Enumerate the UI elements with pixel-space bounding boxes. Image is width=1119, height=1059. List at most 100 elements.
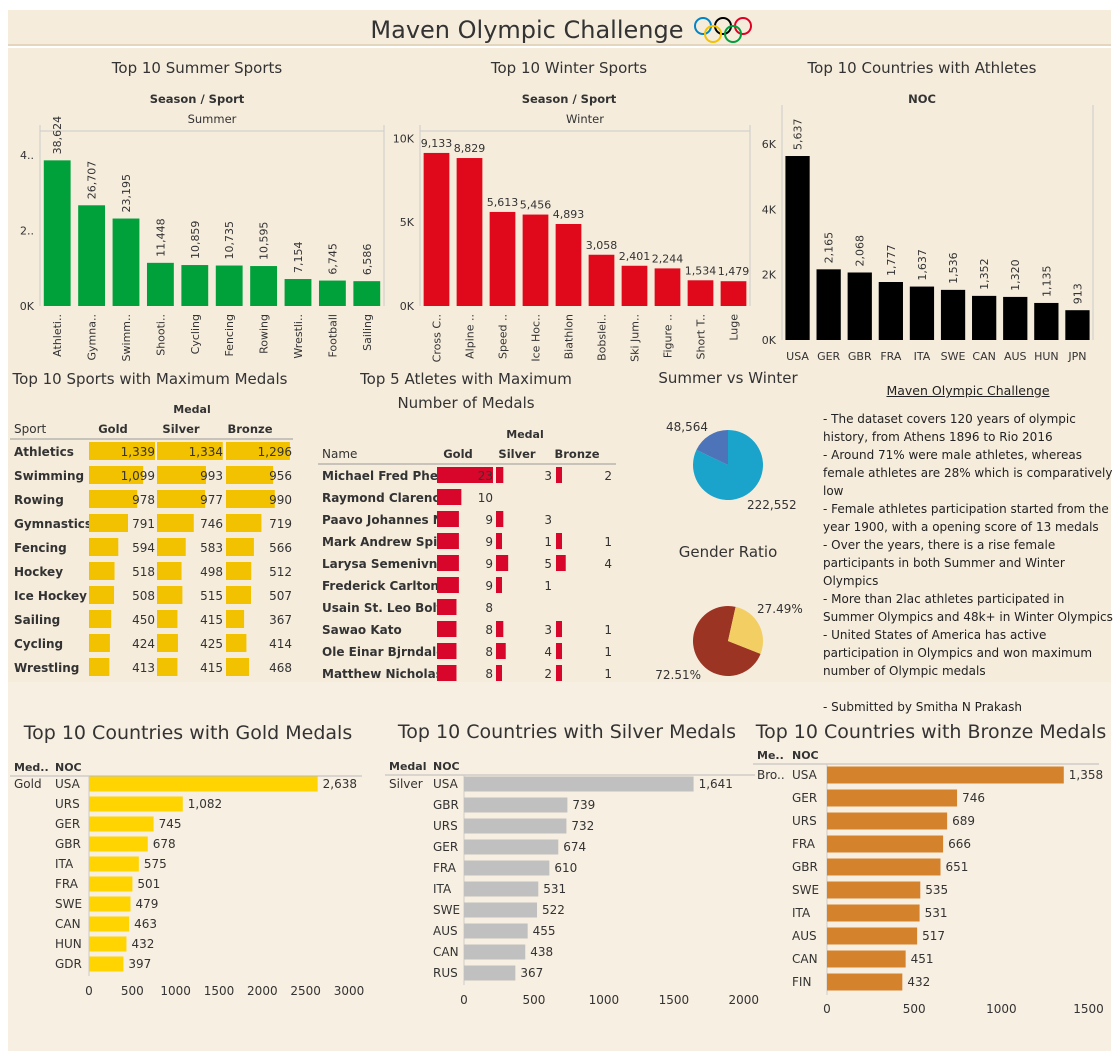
pie-slice [696,430,728,465]
column-header: Gold [98,422,128,436]
column-header: NOC [792,749,819,762]
data-label: 463 [134,917,157,931]
category-label: GER [55,817,80,831]
bar [621,265,648,306]
data-label: 1,358 [1069,768,1103,782]
x-tick-label: ITA [914,350,931,363]
x-tick-label: 1500 [659,993,690,1007]
chart-header: NOC [908,92,936,106]
data-label: 1,777 [885,245,898,277]
cell-value: 9 [485,513,493,527]
data-label: 531 [925,906,948,920]
cell-value: 746 [200,517,223,531]
cell-value: 23 [478,469,493,483]
category-label: URS [433,819,458,833]
table-bar [226,658,250,676]
table-bar [226,610,245,628]
x-tick-label: 0 [823,1002,831,1016]
x-tick-label: USA [786,350,809,363]
data-label: 26,707 [86,161,99,200]
group-label: Gold [14,777,42,791]
data-label: 1,082 [188,797,222,811]
data-label: 2,401 [619,250,651,263]
bar [827,858,941,876]
table-bar [556,555,566,571]
x-tick-label: AUS [1004,350,1027,363]
cell-value: 956 [269,469,292,483]
table-bar [89,466,144,484]
table-bar [496,555,509,571]
group-label: Silver [389,777,423,791]
category-label: GBR [433,798,459,812]
table-bar [437,511,459,527]
cell-value: 9 [485,557,493,571]
bar [827,881,921,899]
column-header: Gold [443,447,473,461]
data-label: 1,534 [685,264,717,277]
data-label: 2,638 [323,777,357,791]
data-label: 1,135 [1040,265,1053,297]
cell-value: 515 [200,589,223,603]
row-name: Athletics [14,445,74,459]
category-label: FRA [55,877,79,891]
bar [827,835,944,853]
cell-value: 1 [604,535,612,549]
row-name: Swimming [14,469,84,483]
bar [555,223,582,306]
y-tick-label: 2K [762,269,777,282]
data-label: 438 [530,945,553,959]
row-name: Fencing [14,541,67,555]
table-bar [437,665,457,681]
group-label: Bro.. [757,768,785,782]
cell-value: 719 [269,517,292,531]
cell-value: 978 [132,493,155,507]
x-tick-label: SWE [941,350,966,363]
row-name: Larysa Semenivna .. [322,557,459,571]
table-bar [89,490,138,508]
bar [89,956,124,972]
cell-value: 3 [544,623,552,637]
bar [827,789,958,807]
x-tick-label: HUN [1034,350,1059,363]
bar [250,266,278,306]
data-label: 689 [952,814,975,828]
row-name: Raymond Clarence .. [322,491,461,505]
table-bar [226,586,251,604]
cell-value: 990 [269,493,292,507]
column-header: Med.. [14,761,49,774]
data-label: 5,456 [520,199,552,212]
row-header: Name [322,447,357,461]
data-label: 397 [128,957,151,971]
notes-title: Maven Olympic Challenge [886,383,1050,398]
column-header: Bronze [554,447,599,461]
chart-title: Top 10 Winter Sports [490,59,647,77]
cell-value: 1,339 [121,445,155,459]
x-tick-label: Sailing [361,314,374,351]
row-name: Michael Fred Phelp.. [322,469,460,483]
table-bar [496,533,502,549]
row-name: Wrestling [14,661,79,675]
note-line [823,680,1113,698]
x-tick-label: Biathlon [563,314,576,359]
x-tick-label: GER [817,350,840,363]
category-label: GBR [55,837,81,851]
bar [940,289,966,340]
data-label: 3,058 [586,239,618,252]
data-label: 610 [554,861,577,875]
cell-value: 10 [478,491,493,505]
dashboard-title: Maven Olympic Challenge [370,16,684,44]
category-label: CAN [55,917,81,931]
x-tick-label: 500 [903,1002,926,1016]
cell-value: 9 [485,535,493,549]
x-tick-label: 1500 [1073,1002,1104,1016]
row-header: Sport [14,422,47,436]
row-name: Cycling [14,637,63,651]
y-tick-label: 5K [400,216,415,229]
x-tick-label: CAN [972,350,995,363]
note-line: - Over the years, there is a rise female… [823,538,1065,588]
table-bar [157,610,178,628]
table-header: Medal [506,428,543,441]
bar [112,218,140,306]
bar [464,839,559,855]
bar [464,776,694,792]
